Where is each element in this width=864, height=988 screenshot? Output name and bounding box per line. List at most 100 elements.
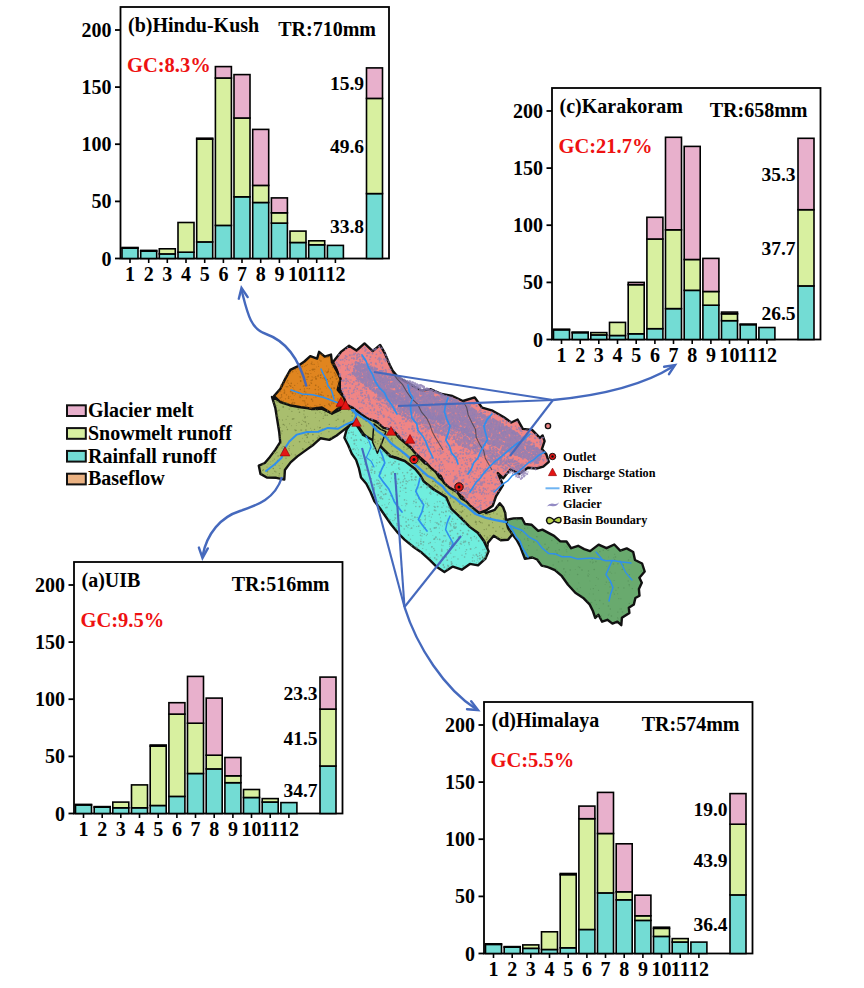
- svg-text:35.3: 35.3: [761, 164, 795, 185]
- svg-text:9: 9: [274, 263, 284, 285]
- svg-text:River: River: [563, 482, 593, 496]
- svg-text:200: 200: [35, 574, 65, 596]
- svg-text:5: 5: [153, 818, 163, 840]
- svg-text:4: 4: [613, 344, 623, 366]
- svg-text:8: 8: [619, 958, 629, 980]
- svg-text:TR:516mm: TR:516mm: [232, 573, 330, 595]
- svg-text:0: 0: [533, 329, 543, 351]
- svg-text:2: 2: [144, 263, 154, 285]
- svg-text:3: 3: [116, 818, 126, 840]
- svg-text:0: 0: [55, 803, 65, 825]
- svg-text:12: 12: [325, 263, 345, 285]
- svg-text:5: 5: [563, 958, 573, 980]
- svg-text:7: 7: [191, 818, 201, 840]
- svg-text:1: 1: [489, 958, 499, 980]
- svg-text:8: 8: [687, 344, 697, 366]
- svg-text:37.7: 37.7: [761, 238, 795, 259]
- svg-text:5: 5: [200, 263, 210, 285]
- svg-text:Baseflow: Baseflow: [88, 467, 165, 489]
- svg-text:5: 5: [631, 344, 641, 366]
- svg-text:50: 50: [523, 271, 543, 293]
- svg-text:1: 1: [557, 344, 567, 366]
- svg-text:(d)Himalaya: (d)Himalaya: [492, 709, 600, 732]
- svg-text:9: 9: [706, 344, 716, 366]
- svg-text:8: 8: [209, 818, 219, 840]
- svg-text:Basin Boundary: Basin Boundary: [563, 513, 647, 527]
- svg-text:150: 150: [35, 631, 65, 653]
- svg-text:1: 1: [125, 263, 135, 285]
- svg-text:Glacier melt: Glacier melt: [88, 399, 194, 421]
- svg-text:200: 200: [82, 19, 112, 41]
- svg-text:7: 7: [601, 958, 611, 980]
- svg-text:10: 10: [720, 344, 740, 366]
- svg-text:10: 10: [242, 818, 262, 840]
- svg-text:23.3: 23.3: [283, 683, 317, 704]
- svg-text:GC:9.5%: GC:9.5%: [81, 609, 165, 631]
- svg-text:15.9: 15.9: [330, 73, 364, 94]
- svg-text:11: 11: [307, 263, 326, 285]
- svg-text:12: 12: [689, 958, 709, 980]
- svg-text:3: 3: [526, 958, 536, 980]
- svg-text:TR:710mm: TR:710mm: [278, 18, 376, 40]
- svg-text:100: 100: [82, 133, 112, 155]
- svg-text:41.5: 41.5: [283, 728, 317, 749]
- svg-text:6: 6: [218, 263, 228, 285]
- svg-text:4: 4: [181, 263, 191, 285]
- svg-text:43.9: 43.9: [693, 850, 727, 871]
- svg-text:Snowmelt runoff: Snowmelt runoff: [88, 422, 232, 444]
- svg-text:0: 0: [102, 248, 112, 270]
- svg-text:100: 100: [513, 214, 543, 236]
- svg-text:1: 1: [79, 818, 89, 840]
- svg-text:100: 100: [35, 688, 65, 710]
- svg-text:200: 200: [513, 100, 543, 122]
- svg-text:3: 3: [594, 344, 604, 366]
- svg-text:(c)Karakoram: (c)Karakoram: [560, 95, 684, 118]
- svg-text:2: 2: [507, 958, 517, 980]
- svg-text:Glacier: Glacier: [563, 497, 602, 511]
- svg-text:3: 3: [162, 263, 172, 285]
- svg-text:Rainfall runoff: Rainfall runoff: [88, 445, 217, 467]
- svg-text:50: 50: [92, 190, 112, 212]
- svg-text:150: 150: [82, 76, 112, 98]
- svg-text:2: 2: [575, 344, 585, 366]
- svg-text:GC:5.5%: GC:5.5%: [491, 749, 575, 771]
- svg-text:9: 9: [638, 958, 648, 980]
- svg-text:6: 6: [172, 818, 182, 840]
- svg-text:36.4: 36.4: [693, 914, 727, 935]
- svg-text:34.7: 34.7: [283, 780, 317, 801]
- svg-text:11: 11: [261, 818, 280, 840]
- svg-text:10: 10: [288, 263, 308, 285]
- svg-text:Discharge Station: Discharge Station: [563, 466, 656, 480]
- svg-text:11: 11: [671, 958, 690, 980]
- svg-text:GC:21.7%: GC:21.7%: [559, 135, 653, 157]
- svg-text:200: 200: [445, 714, 475, 736]
- svg-text:Outlet: Outlet: [563, 450, 596, 464]
- svg-text:50: 50: [45, 745, 65, 767]
- svg-text:33.8: 33.8: [330, 216, 364, 237]
- svg-text:150: 150: [513, 157, 543, 179]
- svg-text:6: 6: [582, 958, 592, 980]
- svg-text:100: 100: [445, 828, 475, 850]
- svg-text:7: 7: [669, 344, 679, 366]
- svg-text:11: 11: [739, 344, 758, 366]
- svg-text:12: 12: [757, 344, 777, 366]
- svg-text:50: 50: [455, 885, 475, 907]
- svg-text:6: 6: [650, 344, 660, 366]
- svg-text:TR:574mm: TR:574mm: [642, 713, 740, 735]
- svg-text:TR:658mm: TR:658mm: [710, 99, 808, 121]
- svg-text:8: 8: [256, 263, 266, 285]
- svg-text:(b)Hindu-Kush: (b)Hindu-Kush: [128, 14, 259, 37]
- svg-text:(a)UIB: (a)UIB: [82, 569, 141, 592]
- svg-text:4: 4: [545, 958, 555, 980]
- svg-text:9: 9: [228, 818, 238, 840]
- svg-text:12: 12: [279, 818, 299, 840]
- svg-text:49.6: 49.6: [330, 136, 364, 157]
- svg-text:4: 4: [135, 818, 145, 840]
- svg-text:150: 150: [445, 771, 475, 793]
- svg-text:10: 10: [652, 958, 672, 980]
- svg-text:7: 7: [237, 263, 247, 285]
- svg-text:2: 2: [97, 818, 107, 840]
- svg-text:19.0: 19.0: [693, 799, 727, 820]
- svg-text:0: 0: [465, 943, 475, 965]
- svg-text:GC:8.3%: GC:8.3%: [127, 54, 211, 76]
